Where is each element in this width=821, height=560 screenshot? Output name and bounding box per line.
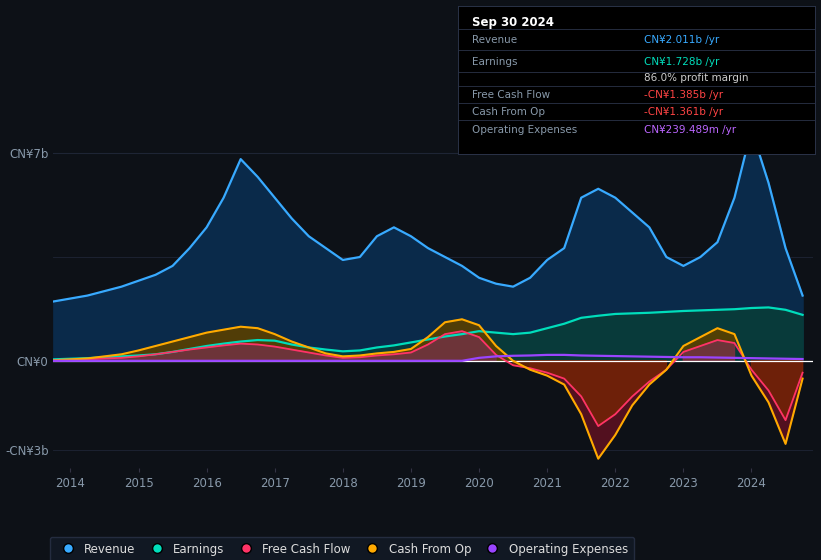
Text: CN¥1.728b /yr: CN¥1.728b /yr — [644, 57, 719, 67]
Text: Sep 30 2024: Sep 30 2024 — [472, 16, 554, 29]
Text: Operating Expenses: Operating Expenses — [472, 125, 578, 136]
Legend: Revenue, Earnings, Free Cash Flow, Cash From Op, Operating Expenses: Revenue, Earnings, Free Cash Flow, Cash … — [50, 536, 634, 560]
Text: -CN¥1.361b /yr: -CN¥1.361b /yr — [644, 108, 723, 118]
Text: 86.0% profit margin: 86.0% profit margin — [644, 73, 748, 83]
Text: Revenue: Revenue — [472, 35, 517, 45]
Text: Cash From Op: Cash From Op — [472, 108, 545, 118]
Text: CN¥239.489m /yr: CN¥239.489m /yr — [644, 125, 736, 136]
Text: Earnings: Earnings — [472, 57, 518, 67]
Text: -CN¥1.385b /yr: -CN¥1.385b /yr — [644, 90, 723, 100]
Text: Free Cash Flow: Free Cash Flow — [472, 90, 551, 100]
Text: CN¥2.011b /yr: CN¥2.011b /yr — [644, 35, 719, 45]
